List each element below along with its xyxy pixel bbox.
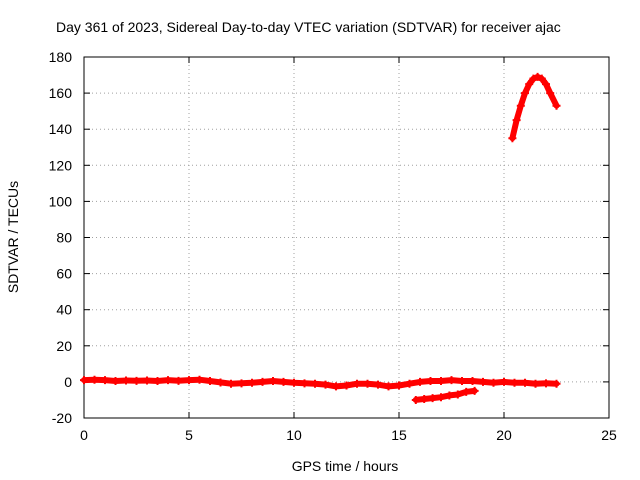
data-point [384, 382, 393, 391]
data-point [420, 395, 429, 404]
x-tick-label: 5 [185, 427, 193, 443]
data-point [143, 376, 151, 385]
data-point [122, 376, 130, 385]
data-point [374, 380, 382, 389]
data-point [521, 378, 529, 387]
data-point [269, 376, 277, 385]
data-point [411, 395, 420, 404]
data-point [468, 376, 477, 385]
data-point [521, 89, 529, 98]
y-tick-label: -20 [52, 410, 72, 426]
x-tick-label: 20 [496, 427, 512, 443]
x-axis-label: GPS time / hours [292, 458, 399, 474]
data-point [453, 390, 462, 399]
data-point [206, 376, 214, 385]
series-offset-track [411, 386, 479, 404]
y-tick-label: 80 [56, 230, 72, 246]
data-point [290, 378, 298, 387]
data-point [533, 72, 542, 81]
series-main-track [80, 375, 561, 391]
data-point [426, 376, 435, 385]
data-point [512, 116, 521, 125]
data-point [248, 378, 256, 387]
axis-ticks: 0 5 10 15 20 25 -20 0 20 40 60 80 100 120 140 160 180 [49, 49, 617, 443]
data-point [445, 391, 454, 400]
data-point [525, 80, 534, 89]
data-point [447, 376, 456, 385]
y-tick-label: 120 [49, 157, 73, 173]
y-tick-label: 180 [49, 49, 73, 65]
y-tick-label: 100 [49, 193, 73, 209]
data-point [90, 375, 99, 384]
data-point [342, 381, 351, 390]
data-point [227, 379, 235, 388]
data-layer [80, 72, 561, 404]
data-point [279, 377, 288, 386]
x-tick-label: 15 [391, 427, 407, 443]
data-point [185, 376, 193, 385]
data-point [174, 376, 183, 385]
data-point [510, 378, 519, 387]
data-point [428, 394, 437, 403]
data-point [462, 387, 471, 396]
x-tick-label: 25 [601, 427, 617, 443]
data-point [258, 377, 267, 386]
data-point [546, 89, 555, 98]
data-point [542, 379, 550, 388]
data-point [458, 376, 466, 385]
data-point [311, 379, 319, 388]
plot-frame [83, 56, 610, 419]
data-point [195, 375, 204, 384]
y-tick-label: 160 [49, 85, 73, 101]
data-point [470, 386, 479, 395]
data-point [552, 379, 561, 388]
data-point [416, 377, 424, 386]
data-point [237, 379, 246, 388]
series-trace [81, 376, 560, 390]
y-tick-label: 40 [56, 302, 72, 318]
data-point [489, 378, 498, 387]
data-point [353, 379, 361, 388]
data-point [537, 74, 546, 83]
data-point [437, 376, 445, 385]
data-point [542, 80, 550, 89]
data-point [516, 101, 525, 110]
series-high-arc [508, 72, 561, 143]
y-tick-label: 140 [49, 121, 73, 137]
y-tick-label: 0 [64, 374, 72, 390]
data-point [300, 379, 309, 388]
chart-title: Day 361 of 2023, Sidereal Day-to-day VTE… [56, 19, 561, 35]
x-tick-label: 10 [286, 427, 302, 443]
data-point [332, 382, 340, 391]
data-point [164, 376, 172, 385]
y-axis-label: SDTVAR / TECUs [5, 181, 21, 293]
data-point [321, 380, 330, 389]
data-point [101, 376, 109, 385]
x-tick-label: 0 [80, 427, 88, 443]
data-point [500, 377, 508, 386]
grid-lines [84, 57, 609, 418]
data-point [405, 379, 414, 388]
data-point [395, 381, 403, 390]
data-point [531, 379, 540, 388]
data-point [132, 376, 141, 385]
data-point [437, 393, 445, 402]
data-point [216, 378, 225, 387]
data-point [363, 379, 372, 388]
data-point [529, 74, 538, 83]
series-trace [509, 73, 560, 142]
data-point [508, 134, 517, 143]
y-tick-label: 60 [56, 266, 72, 282]
data-point [153, 376, 162, 385]
data-point [479, 377, 487, 386]
y-tick-label: 20 [56, 338, 72, 354]
data-point [552, 101, 561, 110]
data-point [111, 376, 120, 385]
data-point [80, 376, 88, 385]
